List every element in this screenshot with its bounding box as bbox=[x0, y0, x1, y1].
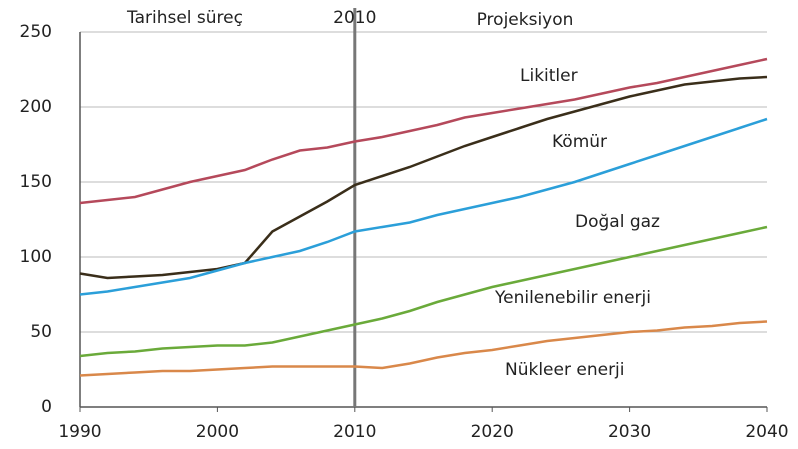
x-tick-label: 2000 bbox=[196, 422, 239, 442]
series-line bbox=[79, 57, 768, 205]
series-line bbox=[79, 320, 768, 377]
series-line bbox=[79, 225, 768, 358]
annotation: Projeksiyon bbox=[477, 10, 574, 30]
y-tick-label: 50 bbox=[30, 322, 52, 342]
x-tick-label: 1990 bbox=[58, 422, 101, 442]
divider-label: 2010 bbox=[333, 8, 376, 28]
annotation: Tarihsel süreç bbox=[126, 8, 243, 28]
series-label: Nükleer enerji bbox=[505, 360, 625, 380]
y-tick-label: 200 bbox=[20, 97, 52, 117]
x-tick-label: 2040 bbox=[745, 422, 788, 442]
series-label: Kömür bbox=[552, 132, 607, 152]
x-tick-label: 2030 bbox=[608, 422, 651, 442]
x-tick-label: 2020 bbox=[471, 422, 514, 442]
y-tick-label: 250 bbox=[20, 22, 52, 42]
y-tick-label: 100 bbox=[20, 247, 52, 267]
series-line bbox=[79, 117, 768, 296]
x-tick-label: 2010 bbox=[333, 422, 376, 442]
series-line bbox=[79, 75, 768, 280]
y-tick-label: 0 bbox=[41, 397, 52, 417]
series-label: Likitler bbox=[520, 66, 578, 86]
series-label: Doğal gaz bbox=[575, 212, 660, 232]
series-label: Yenilenebilir enerji bbox=[494, 288, 651, 308]
y-tick-label: 150 bbox=[20, 172, 52, 192]
